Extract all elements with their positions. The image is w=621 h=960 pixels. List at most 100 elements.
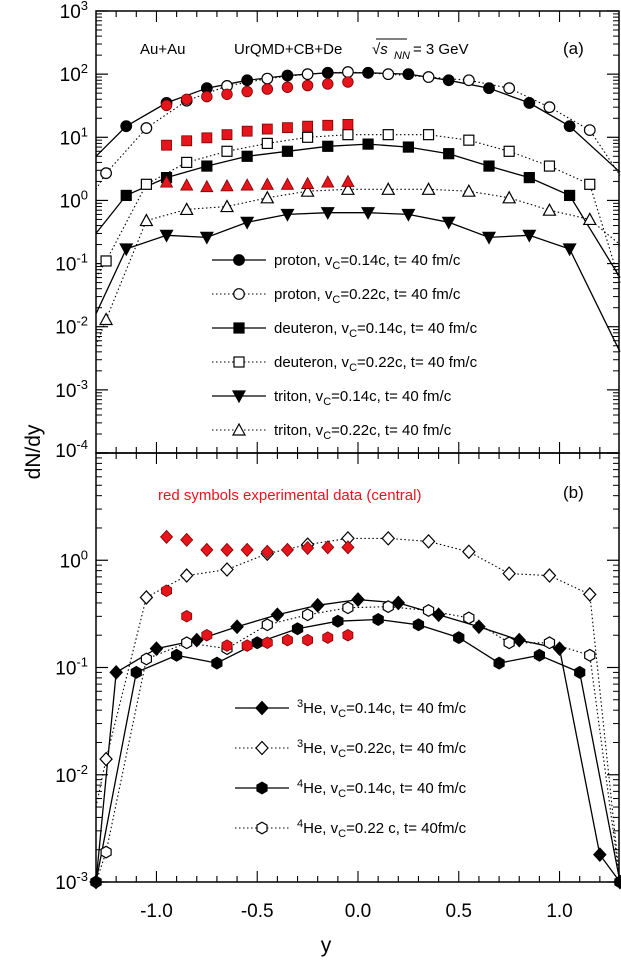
experimental-point: [301, 79, 314, 92]
legend-marker: [255, 740, 269, 756]
data-point: [201, 160, 213, 172]
data-point: [230, 619, 244, 635]
data-point: [302, 608, 314, 622]
data-point: [582, 212, 597, 226]
data-point: [443, 148, 455, 160]
data-point: [139, 590, 154, 605]
plot-frame-b: [95, 452, 620, 883]
header-energy: √s NN = 3 GeV: [372, 38, 468, 62]
experimental-point: [201, 132, 213, 144]
data-point: [241, 74, 254, 87]
data-point: [140, 652, 152, 666]
experimental-point: [341, 174, 355, 187]
data-point: [240, 216, 255, 230]
experimental-point: [321, 175, 335, 188]
experimental-point: [221, 129, 233, 141]
data-point: [461, 183, 476, 197]
data-point: [100, 255, 112, 267]
experimental-point: [180, 178, 194, 191]
legend-label: 4He, vC=0.14c, t= 40 fm/c: [297, 778, 467, 800]
data-point: [442, 74, 455, 87]
series-lines-layer: [95, 71, 621, 883]
x-tick-label: 0.0: [345, 901, 371, 922]
x-tick-label: 0.5: [446, 901, 472, 922]
experimental-note: red symbols experimental data (central): [158, 487, 421, 504]
experimental-point: [302, 633, 314, 647]
experimental-point: [161, 584, 173, 597]
data-point: [260, 190, 275, 204]
series-line: [95, 188, 621, 346]
labels-layer: 10-4 10-3 10-2 10-1 100 101 102 103 proton, vC=0…: [55, 0, 572, 922]
experimental-point: [280, 542, 295, 557]
x-tick-label: -0.5: [241, 901, 274, 922]
legend-label: deuteron, vC=0.14c, t= 40 fm/c: [274, 320, 478, 340]
data-point: [189, 632, 204, 648]
data-point: [523, 97, 536, 109]
data-point: [543, 636, 556, 650]
data-point: [512, 632, 527, 648]
experimental-point: [261, 83, 274, 95]
legend-label: proton, vC=0.22c, t= 40 fm/c: [274, 286, 461, 306]
data-point: [401, 208, 416, 222]
data-point: [483, 82, 495, 95]
x-tick-label: -1.0: [140, 901, 173, 922]
panel-label-b: (b): [563, 483, 584, 502]
data-point: [139, 213, 154, 227]
experimental-point: [200, 179, 214, 193]
experimental-point: [300, 176, 315, 189]
data-point: [199, 231, 214, 245]
experimental-point: [322, 119, 334, 131]
experimental-point: [160, 99, 173, 112]
legend-label: 3He, vC=0.14c, t= 40 fm/c: [297, 698, 467, 720]
legend-label: 4He, vC=0.22 c, t= 40fm/c: [297, 818, 467, 840]
data-point: [302, 131, 314, 143]
experimental-point: [280, 177, 295, 190]
data-point: [140, 178, 152, 190]
experimental-point: [161, 139, 172, 151]
data-point: [171, 648, 183, 662]
data-point: [493, 656, 505, 670]
data-point: [100, 845, 112, 859]
data-point: [362, 138, 374, 150]
y-tick-label: 102: [60, 61, 88, 86]
experimental-point: [241, 85, 253, 98]
data-point: [463, 134, 475, 146]
x-tick-label: 1.0: [546, 901, 572, 922]
experimental-point: [342, 76, 354, 88]
data-point: [583, 124, 596, 136]
data-point: [382, 600, 394, 614]
data-point: [542, 202, 557, 216]
data-point: [503, 145, 515, 157]
data-point: [382, 129, 394, 141]
y-tick-label: 10-2: [55, 762, 88, 787]
data-point: [321, 66, 334, 79]
data-point: [261, 137, 273, 150]
data-point: [159, 229, 174, 243]
legend-label: 3He, vC=0.22c, t= 40 fm/c: [297, 738, 467, 760]
experimental-point: [301, 540, 315, 556]
data-point: [181, 636, 193, 650]
data-point: [221, 145, 233, 157]
legend-label: deuteron, vC=0.22c, t= 40 fm/c: [274, 354, 478, 374]
experimental-point: [159, 175, 174, 188]
data-point: [140, 122, 153, 134]
data-point: [421, 533, 436, 549]
data-point: [381, 530, 396, 546]
data-point: [362, 66, 374, 79]
data-point: [562, 243, 577, 257]
data-point: [422, 129, 435, 141]
data-point: [453, 631, 465, 645]
data-point: [372, 613, 384, 626]
header-system: Au+Au: [140, 41, 185, 58]
data-point: [100, 167, 112, 180]
data-point: [310, 597, 325, 613]
series-line: [95, 143, 621, 278]
experimental-point: [261, 636, 273, 650]
x-axis-title: y: [321, 934, 332, 957]
experimental-point: [241, 639, 253, 652]
data-point: [431, 607, 446, 623]
experimental-point: [341, 540, 355, 555]
experimental-point: [180, 93, 193, 105]
data-point: [412, 618, 425, 632]
data-point: [574, 665, 586, 679]
